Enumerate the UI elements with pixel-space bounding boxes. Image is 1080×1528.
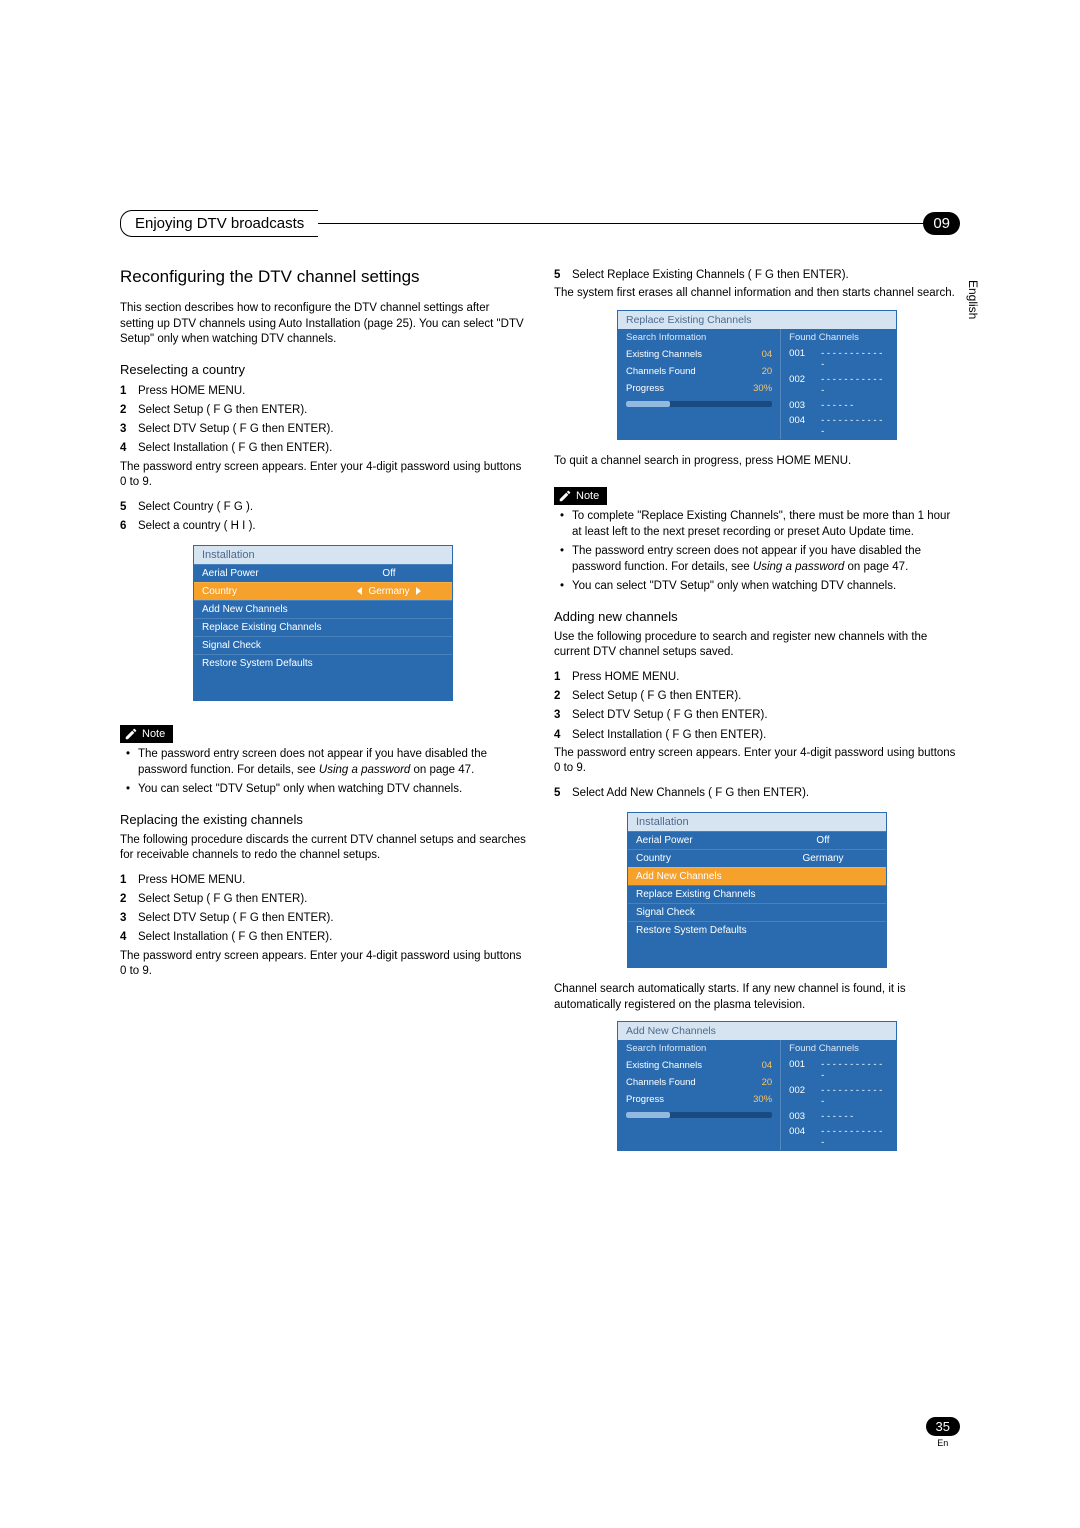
arrow-left-icon xyxy=(357,587,362,595)
step: 2Select Setup ( F G then ENTER). xyxy=(120,402,526,419)
menu-title: Installation xyxy=(194,546,452,564)
note-list: To complete "Replace Existing Channels",… xyxy=(564,509,960,595)
pencil-icon xyxy=(124,727,138,741)
step: 1Press HOME MENU. xyxy=(554,669,960,686)
note-item: The password entry screen does not appea… xyxy=(564,544,960,575)
note-badge: Note xyxy=(120,725,173,743)
found-channel-row: 004- - - - - - - - - - - - xyxy=(781,413,896,439)
step: 3Select DTV Setup ( F G then ENTER). xyxy=(120,910,526,927)
found-channel-row: 004- - - - - - - - - - - - xyxy=(781,1124,896,1150)
quit-note: To quit a channel search in progress, pr… xyxy=(554,454,960,470)
arrow-right-icon xyxy=(416,587,421,595)
password-note: The password entry screen appears. Enter… xyxy=(554,746,960,777)
reselect-title: Reselecting a country xyxy=(120,362,526,377)
note-list: The password entry screen does not appea… xyxy=(130,747,526,798)
note-item: You can select "DTV Setup" only when wat… xyxy=(130,782,526,798)
found-channel-row: 002- - - - - - - - - - - - xyxy=(781,1083,896,1109)
step: 2Select Setup ( F G then ENTER). xyxy=(120,891,526,908)
found-channel-row: 003- - - - - - xyxy=(781,398,896,413)
reselect-steps: 1Press HOME MENU. 2Select Setup ( F G th… xyxy=(120,383,526,458)
step: 3Select DTV Setup ( F G then ENTER). xyxy=(120,421,526,438)
step: 4Select Installation ( F G then ENTER). xyxy=(120,440,526,457)
chapter-title: Enjoying DTV broadcasts xyxy=(120,210,318,237)
search-title: Replace Existing Channels xyxy=(618,311,896,329)
replace-title: Replacing the existing channels xyxy=(120,812,526,827)
page-lang: En xyxy=(926,1438,960,1448)
replace-intro: The following procedure discards the cur… xyxy=(120,833,526,864)
note-item: To complete "Replace Existing Channels",… xyxy=(564,509,960,540)
page-footer: 35 En xyxy=(926,1417,960,1448)
add-title: Adding new channels xyxy=(554,609,960,624)
found-channel-row: 001- - - - - - - - - - - - xyxy=(781,346,896,372)
step: 5Select Replace Existing Channels ( F G … xyxy=(554,267,960,284)
search-title: Add New Channels xyxy=(618,1022,896,1040)
section-intro: This section describes how to reconfigur… xyxy=(120,301,526,348)
language-tab: English xyxy=(966,280,980,319)
section-title: Reconfiguring the DTV channel settings xyxy=(120,267,526,287)
page-number: 35 xyxy=(926,1417,960,1436)
step: 1Press HOME MENU. xyxy=(120,383,526,400)
installation-menu: Installation Aerial PowerOff CountryGerm… xyxy=(193,545,453,701)
chapter-header: Enjoying DTV broadcasts 09 xyxy=(120,210,960,237)
step: 5Select Add New Channels ( F G then ENTE… xyxy=(554,785,960,802)
menu-row-selected: CountryGermany xyxy=(194,582,452,600)
password-note: The password entry screen appears. Enter… xyxy=(120,949,526,980)
step: 6Select a country ( H I ). xyxy=(120,518,526,535)
password-note: The password entry screen appears. Enter… xyxy=(120,460,526,491)
note-label: Note xyxy=(576,490,599,502)
chapter-number: 09 xyxy=(923,212,960,235)
progress-bar xyxy=(626,401,772,407)
step: 4Select Installation ( F G then ENTER). xyxy=(120,929,526,946)
found-channel-row: 003- - - - - - xyxy=(781,1109,896,1124)
step: 3Select DTV Setup ( F G then ENTER). xyxy=(554,707,960,724)
add-channels-search: Add New Channels Search Information Exis… xyxy=(617,1021,897,1151)
note-label: Note xyxy=(142,728,165,740)
step5-after: The system first erases all channel info… xyxy=(554,286,960,302)
chapter-rule xyxy=(318,223,929,224)
left-column: Reconfiguring the DTV channel settings T… xyxy=(120,267,526,1165)
add-intro: Use the following procedure to search an… xyxy=(554,630,960,661)
menu-title: Installation xyxy=(628,813,886,831)
found-channel-row: 002- - - - - - - - - - - - xyxy=(781,372,896,398)
note-item: You can select "DTV Setup" only when wat… xyxy=(564,579,960,595)
installation-menu-2: Installation Aerial PowerOff CountryGerm… xyxy=(627,812,887,968)
after-menu2: Channel search automatically starts. If … xyxy=(554,982,960,1013)
found-channel-row: 001- - - - - - - - - - - - xyxy=(781,1057,896,1083)
replace-channels-search: Replace Existing Channels Search Informa… xyxy=(617,310,897,440)
pencil-icon xyxy=(558,489,572,503)
step: 2Select Setup ( F G then ENTER). xyxy=(554,688,960,705)
note-badge: Note xyxy=(554,487,607,505)
step: 1Press HOME MENU. xyxy=(120,872,526,889)
note-item: The password entry screen does not appea… xyxy=(130,747,526,778)
progress-bar xyxy=(626,1112,772,1118)
menu-row-selected: Add New Channels xyxy=(628,867,886,885)
right-column: 5Select Replace Existing Channels ( F G … xyxy=(554,267,960,1165)
step: 4Select Installation ( F G then ENTER). xyxy=(554,727,960,744)
step: 5Select Country ( F G ). xyxy=(120,499,526,516)
